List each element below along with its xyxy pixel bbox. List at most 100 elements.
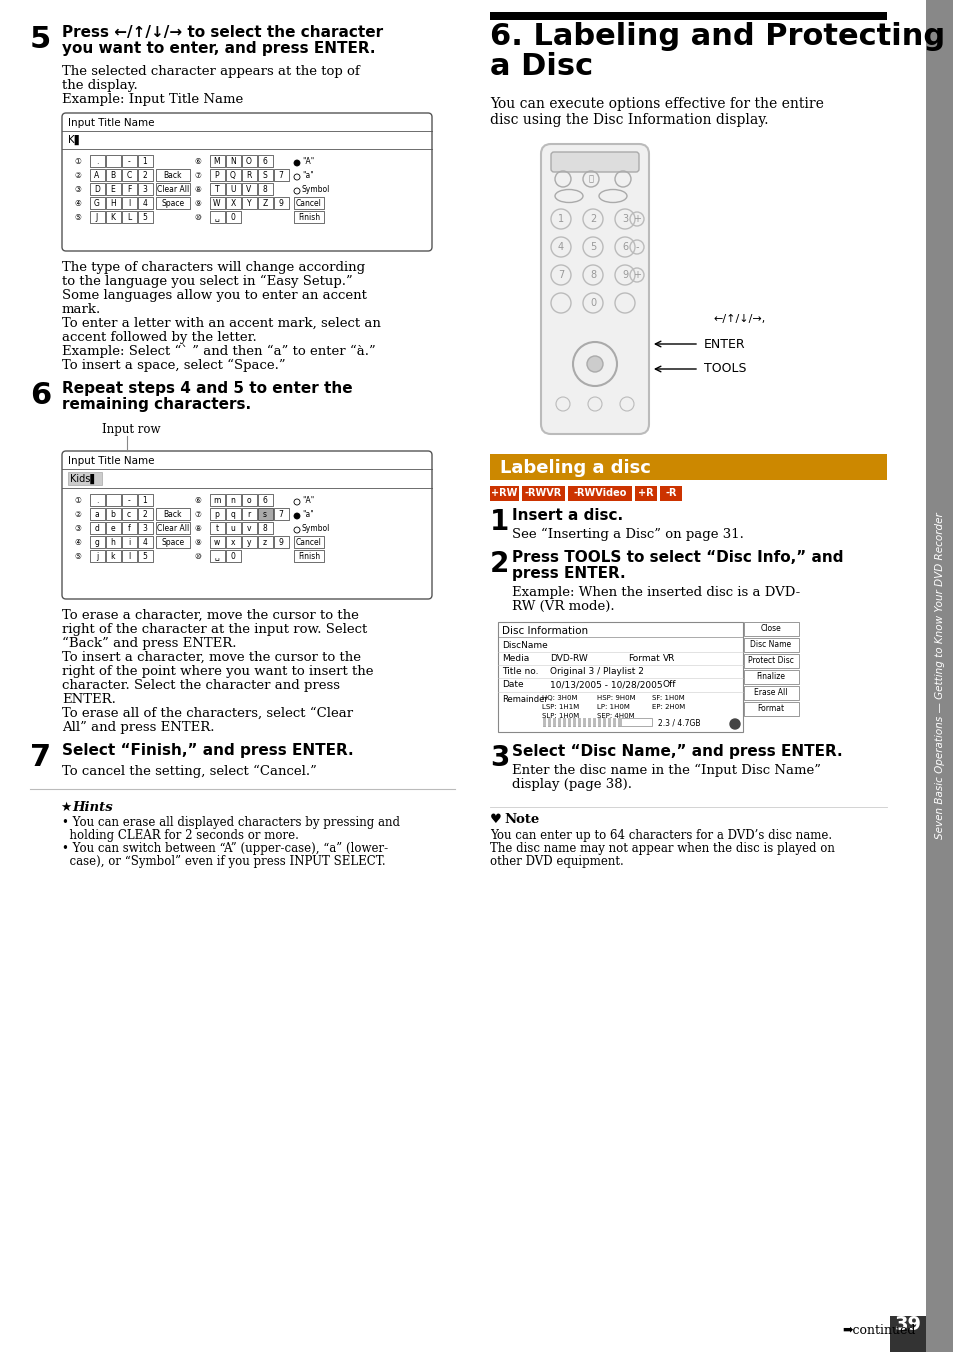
Text: To erase all of the characters, select “Clear: To erase all of the characters, select “… (62, 707, 353, 721)
Text: Cancel: Cancel (295, 199, 321, 208)
Text: • You can erase all displayed characters by pressing and: • You can erase all displayed characters… (62, 817, 399, 829)
Bar (226, 155, 241, 168)
Text: x: x (231, 538, 235, 548)
Bar (743, 622, 799, 635)
Text: J: J (95, 214, 98, 222)
Bar (90, 493, 105, 506)
Text: ⑨: ⑨ (193, 199, 201, 208)
Text: a Disc: a Disc (490, 51, 593, 81)
Text: Labeling a disc: Labeling a disc (499, 458, 650, 477)
Bar (242, 508, 256, 521)
Text: ③: ③ (74, 525, 81, 533)
Bar (210, 197, 225, 210)
Text: H: H (110, 199, 115, 208)
Text: E: E (111, 185, 115, 193)
Text: +: + (633, 270, 640, 280)
Bar (138, 522, 152, 534)
Bar (210, 550, 225, 562)
Text: Enter the disc name in the “Input Disc Name”: Enter the disc name in the “Input Disc N… (512, 764, 821, 777)
Text: ENTER: ENTER (703, 338, 745, 350)
Text: p: p (214, 510, 219, 519)
Text: ␣: ␣ (214, 552, 219, 561)
Bar (210, 508, 225, 521)
Bar (90, 522, 105, 534)
Text: ⑦: ⑦ (193, 170, 201, 180)
Bar (210, 169, 225, 181)
Bar (210, 522, 225, 534)
Text: The type of characters will change according: The type of characters will change accor… (62, 261, 365, 274)
Text: EP: 2H0M: EP: 2H0M (651, 704, 684, 710)
Text: e: e (111, 525, 115, 533)
Bar (521, 485, 564, 502)
Text: 9: 9 (278, 199, 283, 208)
Text: 6: 6 (262, 157, 267, 166)
Bar (889, 1315, 925, 1352)
Text: -RWVideo: -RWVideo (573, 488, 626, 498)
Text: Finish: Finish (297, 214, 319, 222)
Bar (90, 508, 105, 521)
Text: V: V (246, 185, 252, 193)
Text: ⑦: ⑦ (193, 510, 201, 519)
Bar (138, 197, 152, 210)
Bar (106, 522, 121, 534)
Text: 4: 4 (142, 538, 148, 548)
Text: ①: ① (74, 496, 81, 506)
Text: RW (VR mode).: RW (VR mode). (512, 600, 614, 612)
Text: disc using the Disc Information display.: disc using the Disc Information display. (490, 114, 768, 127)
Text: ♥: ♥ (490, 813, 501, 826)
Circle shape (586, 356, 602, 372)
Text: Date: Date (501, 680, 523, 690)
Text: Input row: Input row (102, 423, 160, 435)
Text: Seven Basic Operations — Getting to Know Your DVD Recorder: Seven Basic Operations — Getting to Know… (934, 512, 944, 840)
Text: F: F (127, 185, 132, 193)
Bar (743, 671, 799, 684)
Text: u: u (231, 525, 235, 533)
Text: The selected character appears at the top of: The selected character appears at the to… (62, 65, 359, 78)
Text: you want to enter, and press ENTER.: you want to enter, and press ENTER. (62, 41, 375, 55)
Text: DVD-RW: DVD-RW (550, 654, 587, 662)
Bar (242, 155, 256, 168)
Text: 7: 7 (278, 170, 283, 180)
Text: f: f (128, 525, 131, 533)
Text: right of the point where you want to insert the: right of the point where you want to ins… (62, 665, 374, 677)
Text: O: O (246, 157, 252, 166)
Text: ⑤: ⑤ (74, 214, 81, 222)
Text: "A": "A" (302, 496, 314, 506)
Text: 3: 3 (142, 185, 148, 193)
Text: To enter a letter with an accent mark, select an: To enter a letter with an accent mark, s… (62, 316, 380, 330)
Text: ⑤: ⑤ (74, 552, 81, 561)
Text: 6: 6 (621, 242, 627, 251)
Text: Clear All: Clear All (156, 525, 189, 533)
Text: K: K (111, 214, 115, 222)
Bar (106, 169, 121, 181)
Bar (122, 211, 137, 223)
Bar (122, 155, 137, 168)
Bar (274, 197, 289, 210)
Bar (106, 155, 121, 168)
Text: Space: Space (161, 199, 184, 208)
Text: S: S (262, 170, 267, 180)
Bar (274, 535, 289, 548)
Bar (242, 535, 256, 548)
Bar (90, 211, 105, 223)
FancyBboxPatch shape (540, 145, 648, 434)
Text: 2.3 / 4.7GB: 2.3 / 4.7GB (658, 719, 700, 727)
Bar (226, 183, 241, 195)
Text: T: T (214, 185, 219, 193)
Text: holding CLEAR for 2 seconds or more.: holding CLEAR for 2 seconds or more. (62, 829, 298, 842)
Bar (490, 485, 518, 502)
Text: 8: 8 (262, 525, 267, 533)
Bar (210, 183, 225, 195)
Text: Y: Y (247, 199, 251, 208)
Text: 5: 5 (30, 24, 51, 54)
Bar (90, 550, 105, 562)
Text: ⑥: ⑥ (193, 157, 201, 166)
Text: Some languages allow you to enter an accent: Some languages allow you to enter an acc… (62, 289, 367, 301)
Bar (210, 535, 225, 548)
Bar (226, 508, 241, 521)
Text: 7: 7 (30, 744, 51, 772)
Text: Select “Disc Name,” and press ENTER.: Select “Disc Name,” and press ENTER. (512, 744, 841, 758)
Text: 8: 8 (589, 270, 596, 280)
Text: -RWVR: -RWVR (524, 488, 561, 498)
Text: other DVD equipment.: other DVD equipment. (490, 854, 623, 868)
